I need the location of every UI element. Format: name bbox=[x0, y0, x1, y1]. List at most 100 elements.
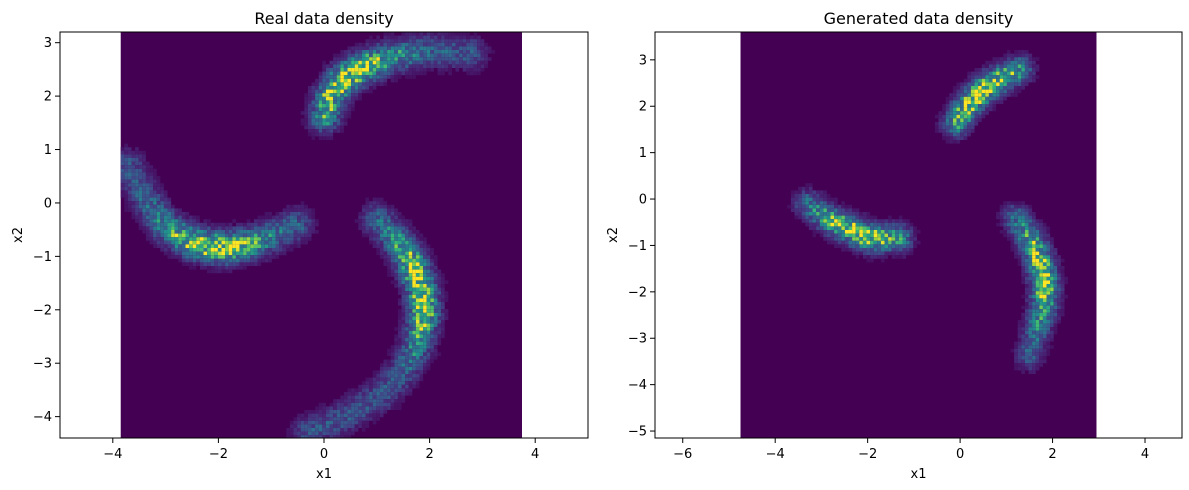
heatmap-cell bbox=[228, 230, 233, 234]
heatmap-cell bbox=[960, 104, 964, 108]
heatmap-cell bbox=[192, 248, 197, 252]
heatmap-cell bbox=[232, 262, 236, 266]
heatmap-cell bbox=[322, 96, 326, 101]
heatmap-cell bbox=[250, 255, 254, 259]
heatmap-cell bbox=[834, 208, 838, 212]
heatmap-cell bbox=[1032, 366, 1036, 371]
heatmap-cell bbox=[311, 100, 316, 104]
heatmap-cell bbox=[383, 262, 388, 266]
heatmap-cell bbox=[397, 338, 402, 342]
heatmap-cell bbox=[1032, 359, 1036, 364]
heatmap-cell bbox=[1028, 320, 1033, 324]
heatmap-cell bbox=[124, 186, 128, 191]
heatmap-cell bbox=[397, 330, 402, 335]
heatmap-cell bbox=[336, 122, 341, 126]
heatmap-cell bbox=[311, 122, 316, 126]
heatmap-cell bbox=[315, 428, 319, 432]
heatmap-cell bbox=[149, 183, 154, 187]
heatmap-cell bbox=[1060, 269, 1065, 274]
heatmap-cell bbox=[149, 212, 154, 216]
heatmap-cell bbox=[419, 294, 424, 299]
heatmap-cell bbox=[1039, 244, 1043, 248]
heatmap-cell bbox=[376, 395, 380, 400]
heatmap-cell bbox=[376, 50, 380, 54]
heatmap-cell bbox=[347, 410, 352, 414]
heatmap-cell bbox=[397, 266, 402, 270]
heatmap-cell bbox=[408, 377, 413, 382]
heatmap-cell bbox=[322, 64, 326, 68]
heatmap-cell bbox=[394, 363, 398, 367]
heatmap-cell bbox=[329, 417, 334, 421]
heatmap-cell bbox=[945, 118, 950, 122]
heatmap-cell bbox=[433, 316, 438, 320]
heatmap-cell bbox=[798, 212, 802, 216]
heatmap-cell bbox=[960, 132, 964, 137]
heatmap-cell bbox=[275, 226, 280, 230]
heatmap-cell bbox=[178, 255, 182, 259]
heatmap-cell bbox=[311, 226, 316, 230]
heatmap-cell bbox=[934, 125, 939, 130]
heatmap-cell bbox=[415, 298, 420, 302]
heatmap-cell bbox=[419, 356, 424, 360]
heatmap-cell bbox=[949, 100, 953, 104]
heatmap-cell bbox=[325, 417, 330, 421]
heatmap-cell bbox=[171, 244, 175, 248]
heatmap-cell bbox=[1024, 273, 1029, 277]
heatmap-cell bbox=[1010, 89, 1015, 94]
heatmap-cell bbox=[372, 86, 377, 90]
heatmap-cell bbox=[401, 316, 406, 320]
heatmap-cell bbox=[415, 266, 420, 270]
heatmap-cell bbox=[451, 53, 456, 58]
heatmap-cell bbox=[1006, 208, 1011, 212]
heatmap-cell bbox=[1035, 280, 1040, 284]
heatmap-cell bbox=[228, 269, 233, 274]
heatmap-cell bbox=[369, 388, 373, 392]
heatmap-cell bbox=[408, 60, 413, 65]
heatmap-cell bbox=[819, 197, 824, 202]
heatmap-cell bbox=[322, 129, 326, 133]
heatmap-cell bbox=[235, 258, 240, 263]
heatmap-cell bbox=[1021, 359, 1025, 364]
heatmap-cell bbox=[135, 147, 139, 151]
heatmap-cell bbox=[171, 208, 175, 212]
heatmap-cell bbox=[1028, 298, 1033, 302]
heatmap-cell bbox=[1039, 320, 1043, 324]
heatmap-cell bbox=[279, 226, 283, 230]
heatmap-cell bbox=[390, 381, 395, 385]
heatmap-cell bbox=[1010, 237, 1015, 241]
x-tick-label: 2 bbox=[425, 447, 433, 462]
heatmap-cell bbox=[376, 374, 380, 378]
heatmap-cell bbox=[271, 219, 276, 223]
heatmap-cell bbox=[1010, 226, 1015, 230]
heatmap-cell bbox=[268, 222, 272, 227]
heatmap-cell bbox=[354, 71, 359, 76]
heatmap-cell bbox=[333, 96, 337, 101]
heatmap-cell bbox=[361, 57, 366, 61]
heatmap-cell bbox=[383, 208, 388, 212]
heatmap-cell bbox=[419, 244, 424, 248]
heatmap-cell bbox=[379, 222, 384, 227]
heatmap-cell bbox=[1035, 244, 1040, 248]
heatmap-cell bbox=[358, 89, 362, 94]
heatmap-cell bbox=[412, 233, 416, 238]
heatmap-cell bbox=[131, 204, 136, 209]
heatmap-cell bbox=[372, 370, 377, 374]
heatmap-cell bbox=[358, 384, 362, 389]
heatmap-cell bbox=[217, 244, 222, 248]
heatmap-cell bbox=[855, 255, 860, 259]
heatmap-cell bbox=[333, 111, 337, 115]
heatmap-cell bbox=[1032, 363, 1036, 367]
heatmap-cell bbox=[405, 370, 409, 374]
heatmap-cell bbox=[415, 294, 420, 299]
heatmap-cell bbox=[819, 215, 824, 220]
heatmap-cell bbox=[336, 57, 341, 61]
heatmap-cell bbox=[408, 338, 413, 342]
heatmap-cell bbox=[437, 273, 442, 277]
heatmap-cell bbox=[329, 107, 334, 112]
heatmap-cell bbox=[221, 226, 226, 230]
heatmap-cell bbox=[379, 384, 384, 389]
heatmap-cell bbox=[401, 356, 406, 360]
heatmap-cell bbox=[419, 316, 424, 320]
heatmap-cell bbox=[830, 219, 835, 223]
heatmap-cell bbox=[390, 258, 395, 263]
